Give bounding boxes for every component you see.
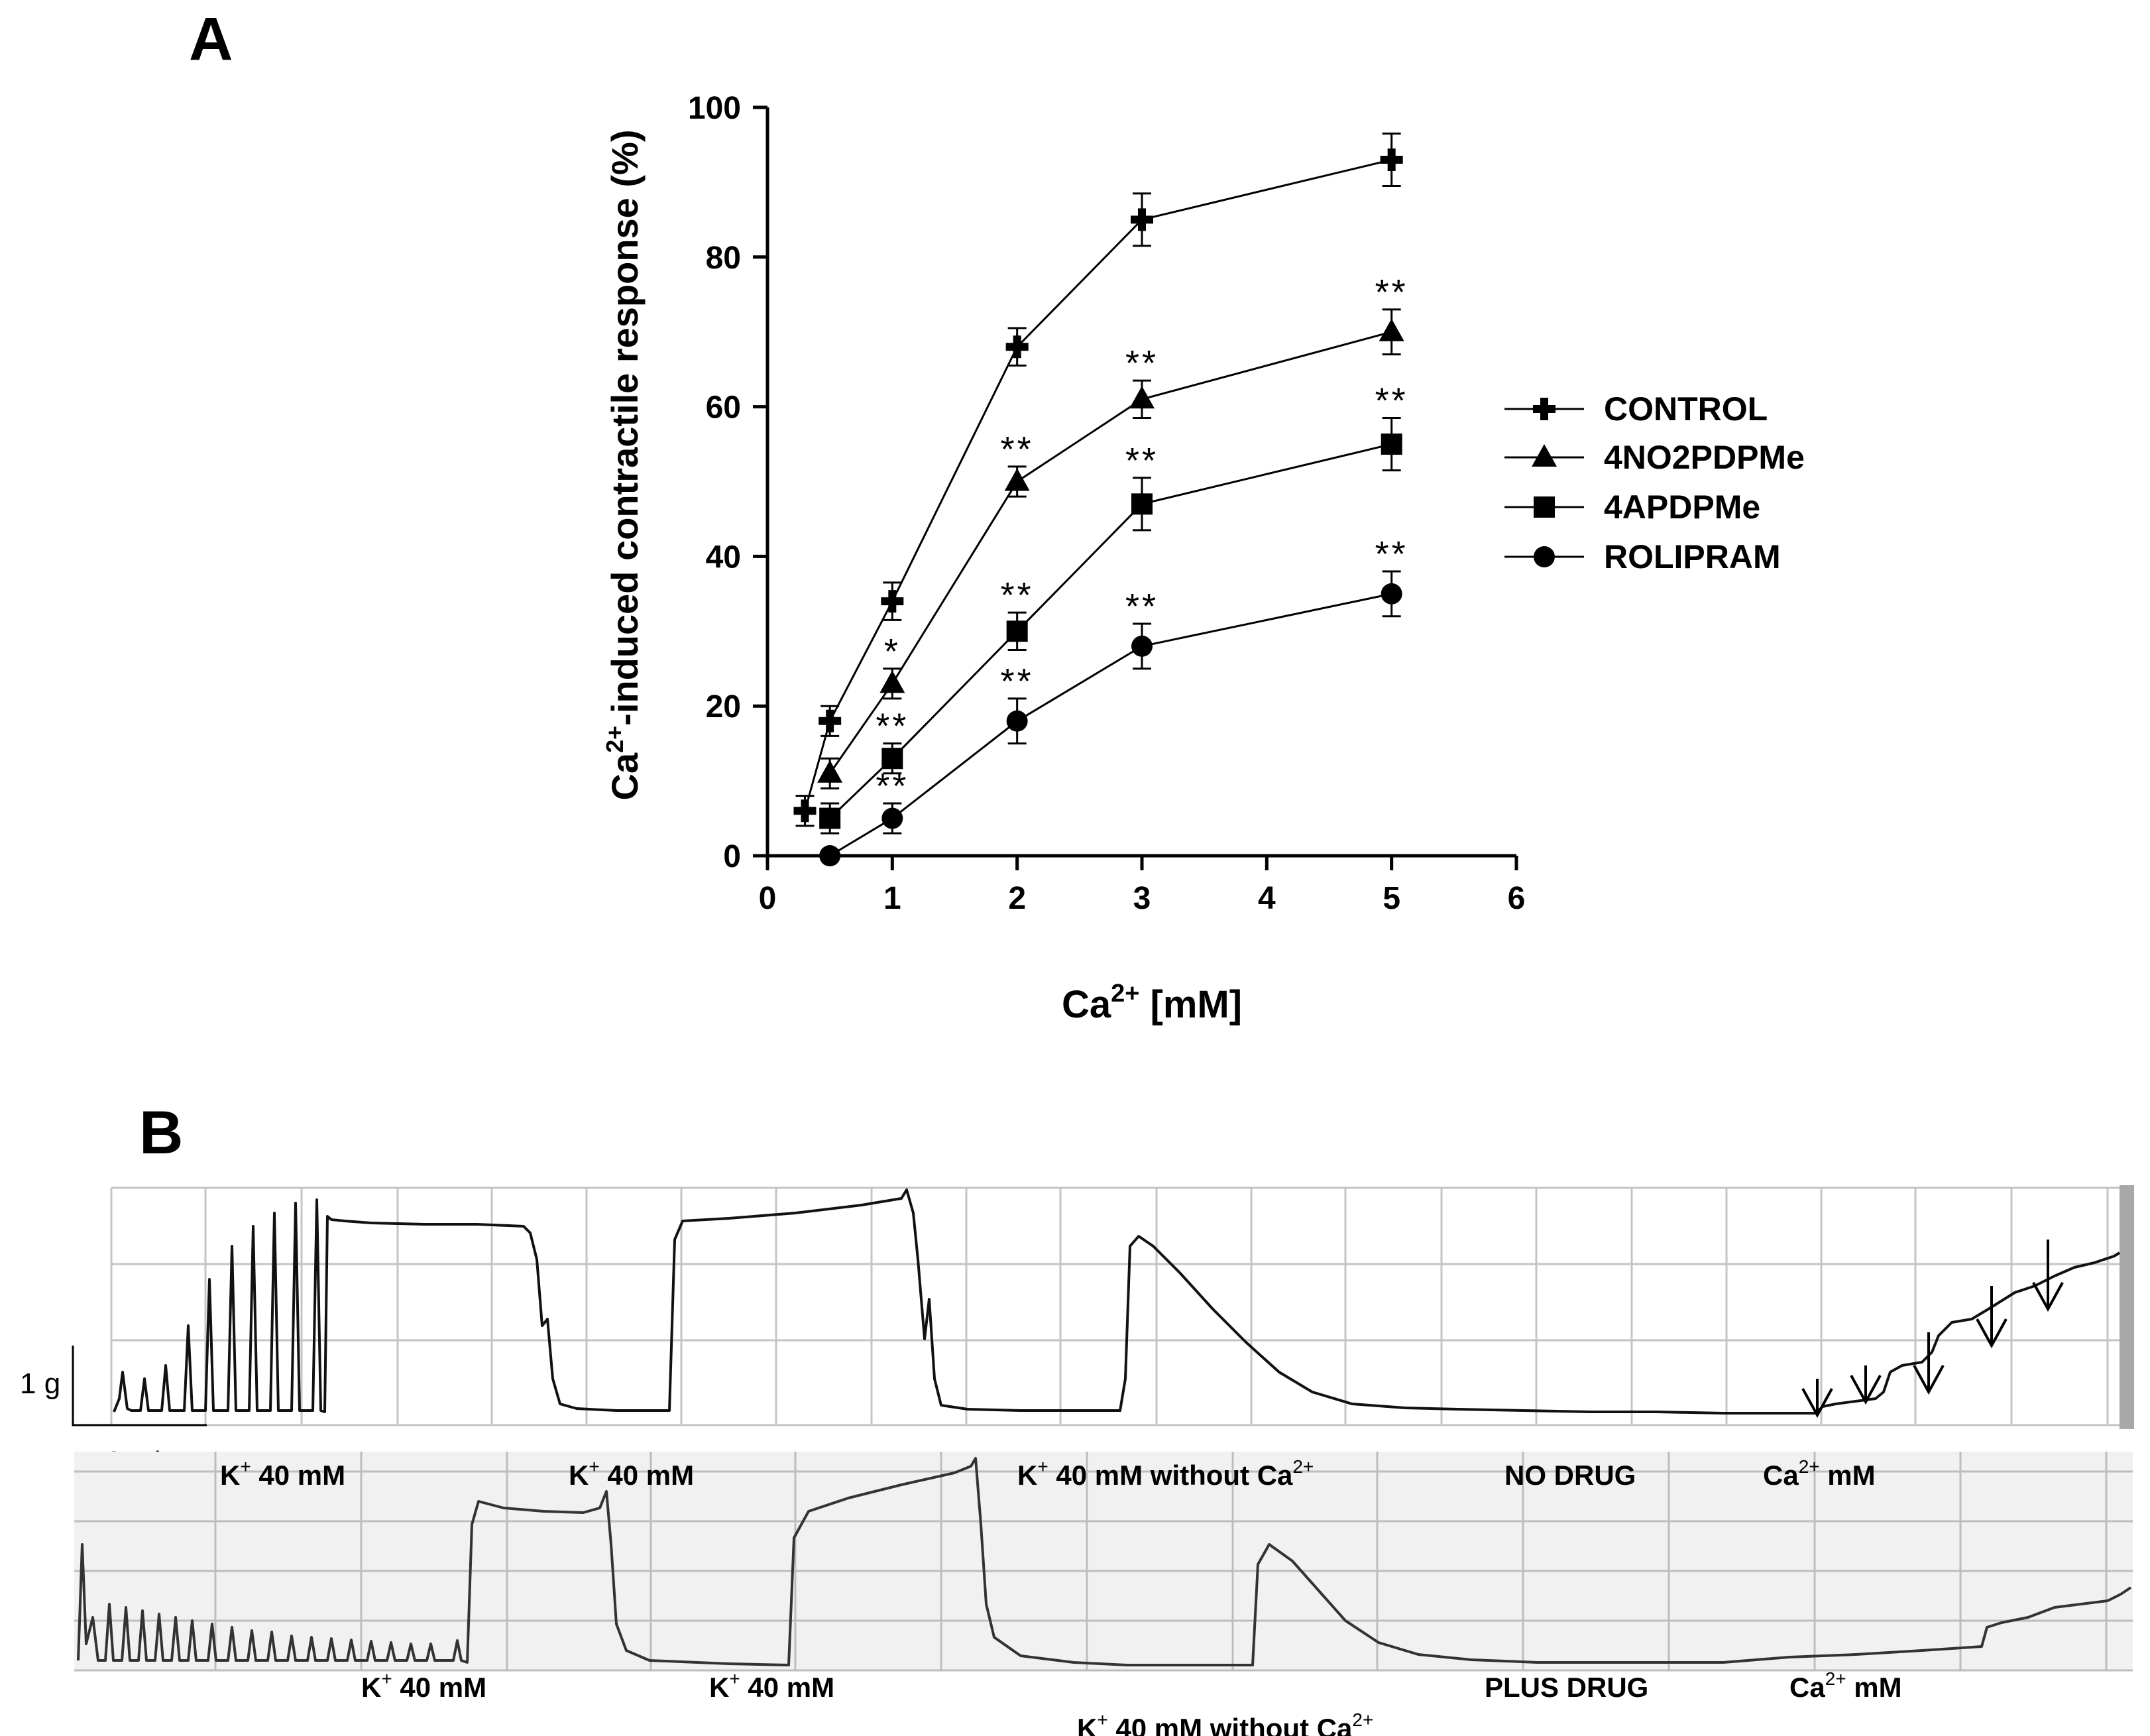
- data-point: [1379, 318, 1404, 341]
- significance-label: **: [1125, 343, 1159, 383]
- data-point: [1006, 620, 1028, 642]
- arrow-marker: [1913, 1332, 1945, 1395]
- condition-label: Ca2+ mM: [1763, 1456, 1876, 1491]
- condition-label: PLUS DRUG: [1485, 1672, 1648, 1703]
- legend-label: 4APDPMe: [1604, 489, 1760, 526]
- data-point: [1381, 583, 1402, 605]
- x-tick-label: 4: [1258, 881, 1276, 916]
- y-tick-label: 20: [706, 689, 741, 724]
- condition-label: Ca2+ mM: [1789, 1668, 1902, 1703]
- y-tick-label: 40: [706, 540, 741, 575]
- y-tick-label: 0: [723, 839, 741, 874]
- panel-a-chart: 0 20 40 60 80 100 0 1 2 3 4 5 6 Ca2+ [mM] Ca2+-induced…: [601, 91, 1805, 1026]
- scale-tension-label: 1 g: [20, 1367, 60, 1400]
- significance-label: **: [1125, 441, 1159, 481]
- panel-b-traces: 1 g10 minK+ 40 mMK+ 40 mMK+ 40 mM withou…: [20, 1185, 2134, 1736]
- condition-label: K+ 40 mM: [220, 1456, 345, 1491]
- condition-label: NO DRUG: [1504, 1460, 1636, 1491]
- data-point: [1131, 208, 1153, 231]
- x-tick-label: 0: [759, 881, 777, 916]
- significance-label: **: [1001, 575, 1034, 615]
- arrow-marker: [1801, 1379, 1833, 1418]
- x-tick-label: 2: [1008, 881, 1026, 916]
- arrow-marker: [1976, 1286, 2008, 1349]
- arrow-head: [1976, 1318, 2008, 1349]
- data-point: [1005, 335, 1029, 359]
- y-tick-label: 60: [706, 390, 741, 426]
- x-tick-label: 6: [1508, 881, 1526, 916]
- condition-label: K+ 40 mM: [569, 1456, 694, 1491]
- arrow-head: [1850, 1375, 1882, 1405]
- legend-label: ROLIPRAM: [1604, 538, 1781, 575]
- data-point: [819, 845, 841, 866]
- data-point: [1004, 468, 1030, 491]
- data-point: [881, 807, 903, 829]
- condition-label: K+ 40 mM: [709, 1668, 834, 1703]
- data-point: [1381, 434, 1402, 455]
- legend: CONTROL 4NO2PDPMe 4APDPMe ROLIPRAM: [1504, 390, 1805, 575]
- scroll-edge: [2120, 1185, 2134, 1429]
- series-line: [829, 443, 1392, 819]
- tension-trace: [77, 1457, 2132, 1666]
- x-tick-label: 5: [1383, 881, 1400, 916]
- arrow-head: [1913, 1365, 1945, 1395]
- x-axis-title: Ca2+ [mM]: [1062, 980, 1242, 1026]
- x-tick-label: 3: [1133, 881, 1151, 916]
- panel-a-label: A: [189, 5, 233, 73]
- legend-marker: [1533, 398, 1556, 420]
- trace-panel-bottom: [74, 1452, 2133, 1672]
- significance-label: **: [1375, 534, 1408, 574]
- x-tick-label: 1: [883, 881, 901, 916]
- data-point: [1006, 710, 1028, 732]
- data-point: [1380, 148, 1403, 172]
- arrow-marker: [2032, 1240, 2064, 1312]
- y-tick-label: 100: [688, 91, 741, 126]
- significance-label: **: [876, 766, 909, 806]
- trace-panel-top: [110, 1185, 2134, 1429]
- data-point: [879, 670, 905, 693]
- y-tick-label: 80: [706, 241, 741, 276]
- series-control: [793, 133, 1403, 827]
- data-point: [1129, 386, 1155, 409]
- significance-label: **: [1001, 662, 1034, 701]
- series-4apdpme: ** ** ** **: [819, 381, 1408, 835]
- legend-marker: [1534, 496, 1555, 518]
- arrow-marker: [1850, 1365, 1882, 1405]
- significance-label: **: [1375, 381, 1408, 421]
- panel-b-label: B: [139, 1099, 183, 1167]
- trace-background: [74, 1452, 2133, 1670]
- data-point: [819, 709, 842, 732]
- tension-trace: [113, 1188, 2121, 1415]
- arrow-head: [1801, 1388, 1833, 1418]
- y-axis-title: Ca2+-induced contractile response (%): [601, 130, 646, 801]
- data-point: [881, 748, 903, 770]
- series-rolipram: ** ** ** **: [819, 534, 1408, 866]
- legend-label: 4NO2PDPMe: [1604, 439, 1805, 476]
- data-point: [881, 590, 904, 613]
- data-point: [1131, 493, 1153, 515]
- significance-label: **: [876, 707, 909, 746]
- series-4no2pdpme: *******: [817, 272, 1408, 789]
- data-point: [819, 807, 841, 829]
- legend-marker: [1534, 546, 1555, 567]
- data-point: [793, 799, 817, 823]
- data-point: [1131, 635, 1153, 657]
- data-point: [817, 760, 843, 783]
- significance-label: **: [1125, 587, 1159, 626]
- scale-bar-lines: [72, 1346, 207, 1426]
- arrow-head: [2032, 1282, 2064, 1312]
- series-line: [828, 331, 1392, 774]
- series-line: [829, 593, 1392, 857]
- significance-label: **: [1375, 272, 1408, 312]
- condition-label: K+ 40 mM without Ca2+: [1017, 1456, 1314, 1491]
- significance-label: *: [884, 632, 901, 671]
- significance-label: **: [1001, 430, 1034, 469]
- legend-label: CONTROL: [1604, 390, 1768, 428]
- condition-label: K+ 40 mM: [361, 1668, 486, 1703]
- condition-label: K+ 40 mM without Ca2+: [1077, 1709, 1373, 1736]
- legend-marker: [1532, 444, 1557, 467]
